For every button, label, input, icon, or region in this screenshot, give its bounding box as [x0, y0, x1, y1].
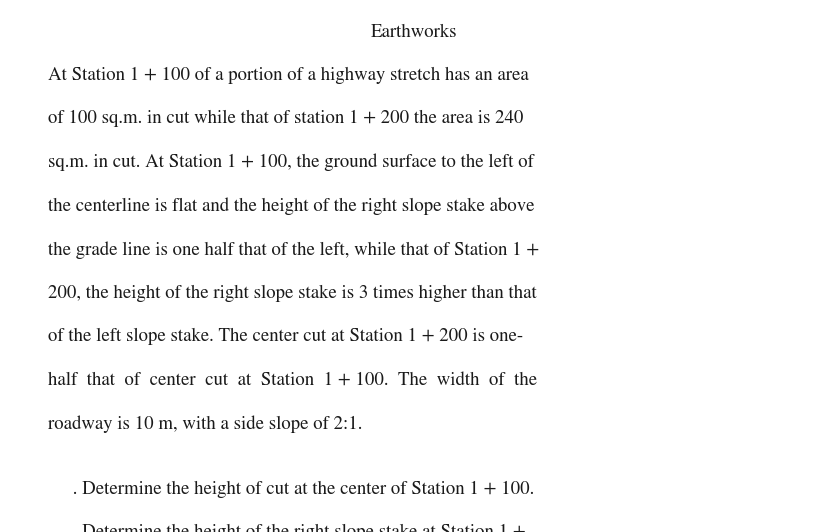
Text: At Station 1 + 100 of a portion of a highway stretch has an area: At Station 1 + 100 of a portion of a hig… [48, 66, 528, 84]
Text: ₁. Determine the height of cut at the center of Station 1 + 100.: ₁. Determine the height of cut at the ce… [68, 480, 533, 497]
Text: ₂. Determine the height of the right slope stake at Station 1 +: ₂. Determine the height of the right slo… [68, 524, 525, 532]
Text: Earthworks: Earthworks [370, 24, 457, 41]
Text: of 100 sq.m. in cut while that of station 1 + 200 the area is 240: of 100 sq.m. in cut while that of statio… [48, 110, 523, 127]
Text: half  that  of  center  cut  at  Station  1 + 100.  The  width  of  the: half that of center cut at Station 1 + 1… [48, 372, 537, 389]
Text: 200, the height of the right slope stake is 3 times higher than that: 200, the height of the right slope stake… [48, 285, 536, 302]
Text: of the left slope stake. The center cut at Station 1 + 200 is one-: of the left slope stake. The center cut … [48, 328, 523, 345]
Text: the centerline is flat and the height of the right slope stake above: the centerline is flat and the height of… [48, 197, 534, 215]
Text: the grade line is one half that of the left, while that of Station 1 +: the grade line is one half that of the l… [48, 241, 538, 259]
Text: roadway is 10 m, with a side slope of 2:1.: roadway is 10 m, with a side slope of 2:… [48, 415, 362, 433]
Text: sq.m. in cut. At Station 1 + 100, the ground surface to the left of: sq.m. in cut. At Station 1 + 100, the gr… [48, 154, 533, 171]
